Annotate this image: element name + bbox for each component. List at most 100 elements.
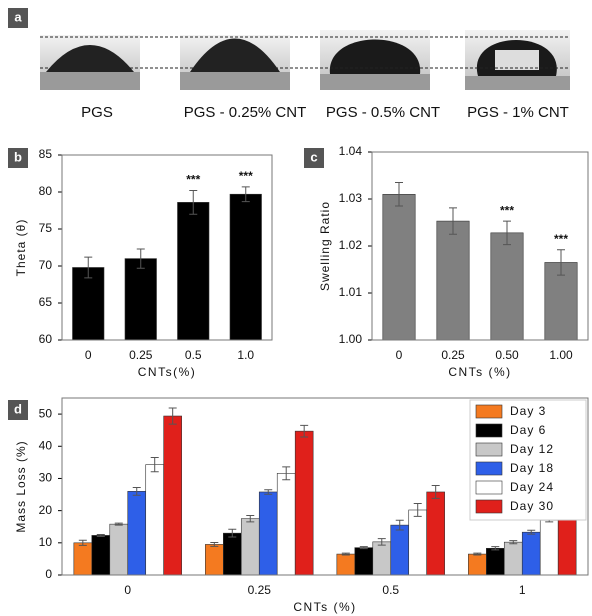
x-tick-label: 0 xyxy=(85,348,92,362)
x-axis-label: CNTs (%) xyxy=(448,365,511,379)
x-tick-label: 0.5 xyxy=(185,348,202,362)
panel-label: d xyxy=(14,401,22,416)
y-tick-label: 70 xyxy=(39,258,53,272)
panel-label-box xyxy=(8,400,28,420)
y-tick-label: 1.01 xyxy=(339,285,363,299)
bar xyxy=(258,491,278,576)
x-tick-label: 0.25 xyxy=(129,348,153,362)
error-bar xyxy=(78,539,87,546)
y-tick-label: 60 xyxy=(39,332,53,346)
x-tick-label: 0.25 xyxy=(441,348,465,362)
error-bar xyxy=(431,485,440,499)
bar xyxy=(223,532,242,576)
y-tick-label: 1.02 xyxy=(339,238,363,252)
y-tick-label: 85 xyxy=(39,147,53,161)
bar xyxy=(436,220,470,341)
error-bar xyxy=(377,538,386,546)
bar xyxy=(72,267,105,341)
error-bar xyxy=(228,528,237,538)
bar xyxy=(390,524,410,576)
bar xyxy=(163,415,182,576)
legend-label: Day 24 xyxy=(510,480,554,494)
error-bar xyxy=(282,466,291,481)
bar xyxy=(240,518,260,576)
legend-label: Day 18 xyxy=(510,461,554,475)
error-bar xyxy=(449,207,457,235)
bar xyxy=(372,541,392,576)
legend-label: Day 30 xyxy=(510,499,554,513)
error-bar xyxy=(132,486,141,496)
annotation: *** xyxy=(500,203,514,217)
annotation: *** xyxy=(186,173,200,187)
y-tick-label: 1.00 xyxy=(339,332,363,346)
panel-a: a PGS PGS - 0.25% CNT PGS - 0.5% CNT PGS… xyxy=(8,8,570,121)
error-bar xyxy=(241,186,250,203)
caption: PGS xyxy=(81,104,113,121)
error-bar xyxy=(557,249,565,276)
panel-label-box xyxy=(304,148,324,168)
error-bar xyxy=(503,220,511,246)
bar xyxy=(503,541,523,576)
bar xyxy=(91,535,111,576)
bar xyxy=(539,519,559,576)
panel-label: b xyxy=(14,149,22,164)
error-bar xyxy=(210,541,219,547)
error-bar xyxy=(491,546,500,551)
legend-swatch xyxy=(475,499,503,514)
y-tick-label: 50 xyxy=(39,406,53,420)
y-tick-label: 75 xyxy=(39,221,53,235)
error-bar xyxy=(509,540,518,545)
bar xyxy=(521,531,541,576)
bar xyxy=(354,547,374,576)
bar xyxy=(73,542,93,576)
x-tick-label: 0 xyxy=(124,583,131,597)
bar xyxy=(336,553,356,576)
bar xyxy=(127,491,147,576)
error-bar xyxy=(264,489,273,495)
error-bar xyxy=(246,514,255,523)
x-tick-label: 1 xyxy=(519,583,526,597)
error-bar xyxy=(114,522,123,526)
error-bar xyxy=(189,190,198,215)
panel-label-box xyxy=(8,8,28,28)
x-tick-label: 0.5 xyxy=(382,583,399,597)
x-axis-label: CNTs(%) xyxy=(138,365,197,379)
legend-label: Day 6 xyxy=(510,423,546,437)
error-bar xyxy=(395,519,404,531)
x-tick-label: 1.00 xyxy=(549,348,573,362)
error-bar xyxy=(473,552,482,556)
legend-label: Day 3 xyxy=(510,404,546,418)
error-bar xyxy=(150,457,159,473)
legend-swatch xyxy=(475,404,503,419)
bar xyxy=(490,232,524,341)
error-bar xyxy=(341,552,350,556)
y-axis-label: Mass Loss (%) xyxy=(14,440,28,532)
bar xyxy=(382,194,416,341)
y-tick-label: 30 xyxy=(39,471,53,485)
y-tick-label: 1.03 xyxy=(339,191,363,205)
error-bar xyxy=(84,256,93,279)
droplet-photos xyxy=(40,30,570,90)
bar xyxy=(468,553,487,576)
caption: PGS - 0.5% CNT xyxy=(326,104,440,121)
x-tick-label: 0.25 xyxy=(248,583,272,597)
bar xyxy=(229,193,262,341)
legend-swatch xyxy=(475,423,503,438)
error-bar xyxy=(300,424,309,438)
y-tick-label: 0 xyxy=(45,567,52,581)
legend-label: Day 12 xyxy=(510,442,554,456)
bar xyxy=(109,523,129,576)
caption: PGS - 1% CNT xyxy=(467,104,569,121)
error-bar xyxy=(136,248,145,269)
y-axis-label: Swelling Ratio xyxy=(318,201,332,291)
y-tick-label: 10 xyxy=(39,535,53,549)
x-tick-label: 0 xyxy=(396,348,403,362)
bar xyxy=(426,491,445,576)
bar xyxy=(294,430,314,576)
panel-label: a xyxy=(14,9,22,24)
annotation: *** xyxy=(554,232,568,246)
plot-frame xyxy=(61,154,273,341)
x-tick-label: 0.50 xyxy=(495,348,519,362)
legend-swatch xyxy=(475,461,503,476)
x-tick-label: 1.0 xyxy=(237,348,254,362)
